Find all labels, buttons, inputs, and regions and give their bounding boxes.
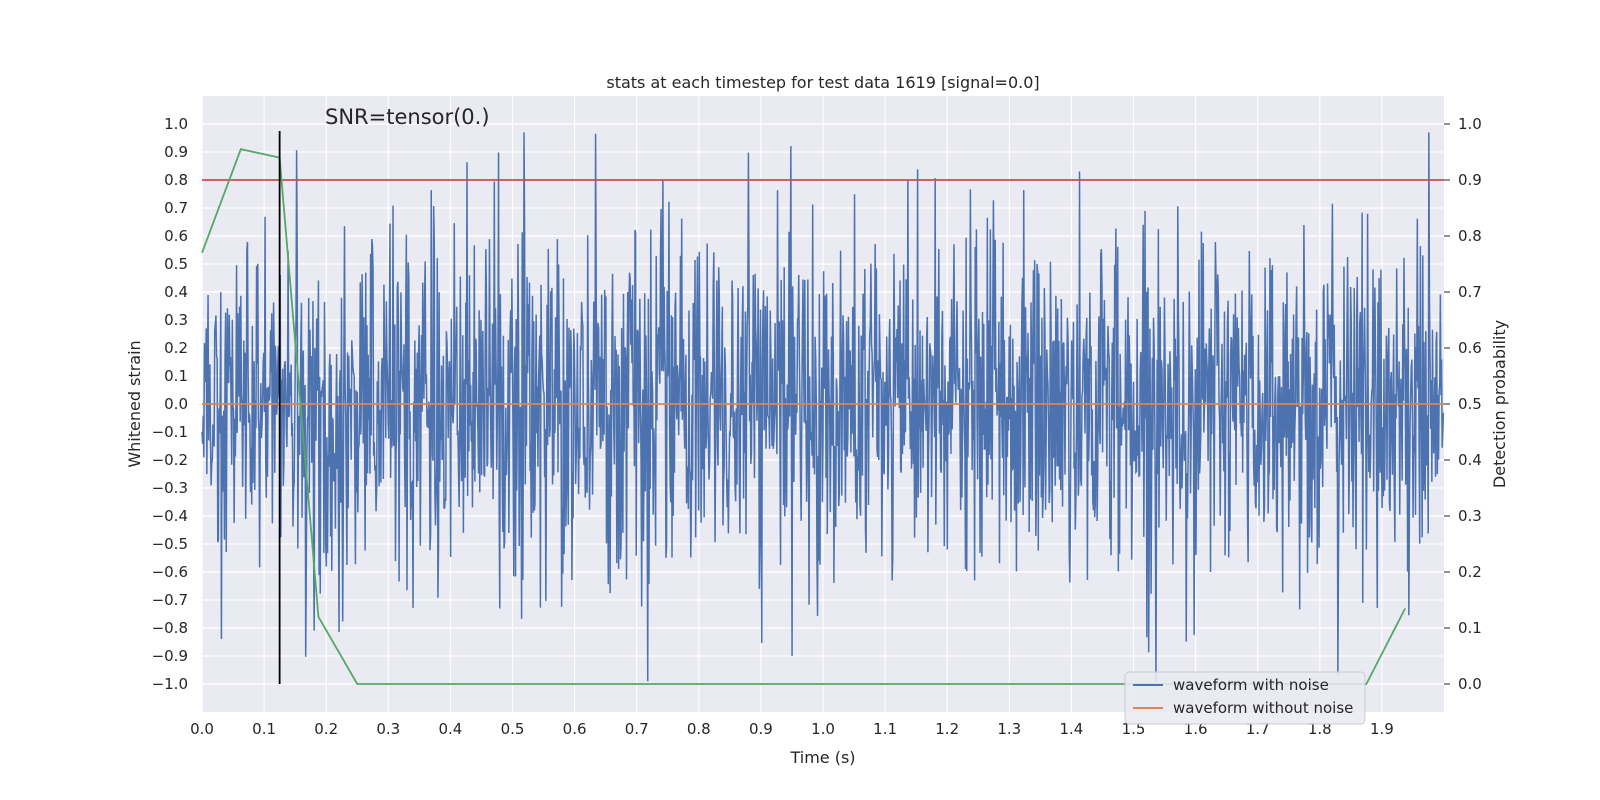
legend: waveform with noise waveform without noi…	[1124, 671, 1366, 725]
y2-axis-label: Detection probability	[1490, 320, 1509, 488]
x-tick-label: 0.3	[376, 720, 400, 738]
y2-tick-label: 0.4	[1458, 451, 1482, 469]
y-tick-label: 0.5	[164, 255, 188, 273]
legend-label-noise: waveform with noise	[1173, 676, 1329, 694]
y-tick-label: −0.4	[152, 507, 188, 525]
y2-axis-ticks: 1.0 0.9 0.8 0.7 0.6 0.5 0.4 0.3 0.2 0.1 0.0	[1444, 115, 1482, 693]
y-axis-label: Whitened strain	[125, 340, 144, 467]
x-tick-label: 1.9	[1370, 720, 1394, 738]
y2-tick-label: 0.6	[1458, 339, 1482, 357]
y-tick-label: −0.7	[152, 591, 188, 609]
y-tick-label: −0.6	[152, 563, 188, 581]
x-tick-label: 0.6	[563, 720, 587, 738]
x-tick-label: 1.3	[997, 720, 1021, 738]
x-tick-label: 1.2	[935, 720, 959, 738]
y-axis-ticks: 1.0 0.9 0.8 0.7 0.6 0.5 0.4 0.3 0.2 0.1 0.0 −0.1 −0.…	[152, 115, 188, 693]
y-tick-label: 0.8	[164, 171, 188, 189]
x-tick-label: 0.1	[252, 720, 276, 738]
x-tick-label: 0.5	[501, 720, 525, 738]
y-tick-label: −0.2	[152, 451, 188, 469]
y-tick-label: 0.0	[164, 395, 188, 413]
y-tick-label: 0.9	[164, 143, 188, 161]
y-tick-label: −0.1	[152, 423, 188, 441]
x-tick-label: 0.4	[438, 720, 462, 738]
y-tick-label: −1.0	[152, 675, 188, 693]
y2-tick-label: 0.5	[1458, 395, 1482, 413]
y-tick-label: 0.1	[164, 367, 188, 385]
x-tick-label: 0.7	[625, 720, 649, 738]
y-tick-label: 0.6	[164, 227, 188, 245]
y-tick-label: 0.2	[164, 339, 188, 357]
y-tick-label: 0.3	[164, 311, 188, 329]
y-tick-label: −0.9	[152, 647, 188, 665]
y2-tick-label: 0.1	[1458, 619, 1482, 637]
legend-label-clean: waveform without noise	[1173, 699, 1353, 717]
y2-tick-label: 0.2	[1458, 563, 1482, 581]
x-tick-label: 0.9	[749, 720, 773, 738]
x-tick-label: 1.0	[811, 720, 835, 738]
snr-annotation: SNR=tensor(0.)	[325, 105, 490, 129]
x-tick-label: 1.1	[873, 720, 897, 738]
y-tick-label: −0.5	[152, 535, 188, 553]
x-tick-label: 0.0	[190, 720, 214, 738]
y-tick-label: −0.3	[152, 479, 188, 497]
y-tick-label: 1.0	[164, 115, 188, 133]
y2-tick-label: 0.7	[1458, 283, 1482, 301]
x-tick-label: 0.2	[314, 720, 338, 738]
x-tick-label: 0.8	[687, 720, 711, 738]
legend-box	[1124, 671, 1366, 725]
x-tick-label: 1.4	[1059, 720, 1083, 738]
y-tick-label: −0.8	[152, 619, 188, 637]
series-waveform-with-noise	[201, 132, 1445, 682]
y2-tick-label: 0.0	[1458, 675, 1482, 693]
y2-tick-label: 0.9	[1458, 171, 1482, 189]
y2-tick-label: 1.0	[1458, 115, 1482, 133]
y2-tick-label: 0.3	[1458, 507, 1482, 525]
y2-tick-label: 0.8	[1458, 227, 1482, 245]
y-tick-label: 0.4	[164, 283, 188, 301]
x-axis-label: Time (s)	[789, 748, 855, 767]
chart-title: stats at each timestep for test data 161…	[606, 73, 1039, 92]
y-tick-label: 0.7	[164, 199, 188, 217]
